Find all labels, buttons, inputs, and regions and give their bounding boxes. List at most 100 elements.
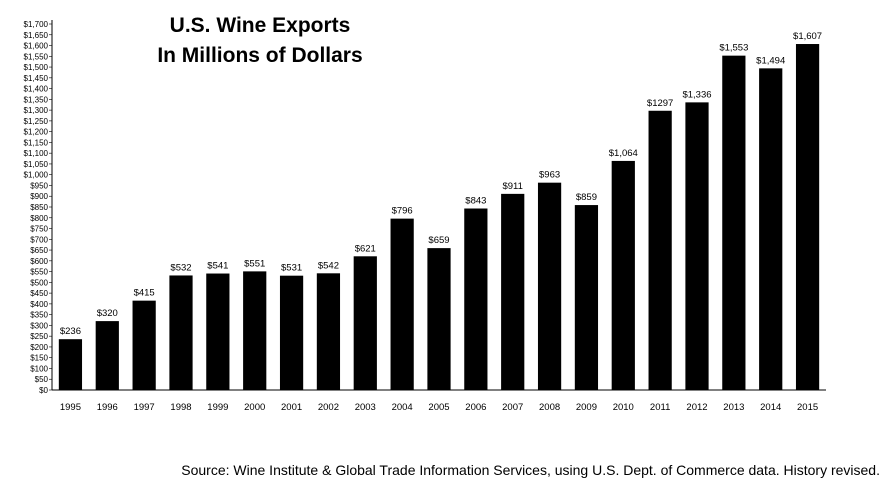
x-tick-label-2000: 2000 xyxy=(244,402,265,413)
bar-2005 xyxy=(427,248,451,390)
y-tick-label: $50 xyxy=(35,375,49,384)
y-tick-label: $1,700 xyxy=(24,20,49,29)
y-tick-label: $100 xyxy=(30,364,48,373)
x-tick-label-1997: 1997 xyxy=(134,402,155,413)
y-tick-label: $850 xyxy=(30,203,48,212)
bar-2009 xyxy=(574,205,599,390)
data-label-2009: $859 xyxy=(576,192,597,203)
y-tick-label: $1,350 xyxy=(24,95,49,104)
y-tick-label: $200 xyxy=(30,343,48,352)
data-label-1999: $541 xyxy=(207,261,228,272)
bar-2003 xyxy=(353,256,377,390)
y-tick-label: $350 xyxy=(30,311,48,320)
x-tick-label-2005: 2005 xyxy=(428,402,449,413)
y-tick-label: $400 xyxy=(30,300,48,309)
bar-2002 xyxy=(316,273,341,390)
bar-2006 xyxy=(464,208,488,390)
y-tick-label: $1,600 xyxy=(24,42,49,51)
source-note: Source: Wine Institute & Global Trade In… xyxy=(181,462,880,478)
data-label-2012: $1,336 xyxy=(682,89,711,100)
data-label-2011: $1297 xyxy=(647,98,673,109)
x-tick-labels: 1995 1996 1997 1998 1999 2000 2001 2002 2003 2004… xyxy=(60,402,818,413)
bar-2013 xyxy=(722,55,746,391)
bar-2011 xyxy=(648,110,672,391)
y-tick-label: $450 xyxy=(30,289,48,298)
y-tick-label: $650 xyxy=(30,246,48,255)
data-label-2004: $796 xyxy=(392,206,413,217)
y-tick-label: $1,200 xyxy=(24,128,49,137)
y-tick-label: $700 xyxy=(30,235,48,244)
x-tick-label-1999: 1999 xyxy=(207,402,228,413)
bar-2012 xyxy=(685,102,709,390)
y-tick-label: $950 xyxy=(30,181,48,190)
bar-1998 xyxy=(169,275,193,390)
data-label-2010: $1,064 xyxy=(609,148,638,159)
data-label-2007: $911 xyxy=(502,181,522,192)
data-label-2003: $621 xyxy=(355,243,376,254)
x-tick-label-2011: 2011 xyxy=(650,402,670,413)
y-tick-label: $1,250 xyxy=(24,117,49,126)
y-tick-label: $800 xyxy=(30,214,48,223)
data-label-2015: $1,607 xyxy=(793,31,822,42)
x-tick-label-2007: 2007 xyxy=(502,402,523,413)
data-label-1997: $415 xyxy=(134,288,155,299)
y-tick-label: $1,000 xyxy=(24,171,49,180)
y-tick-label: $1,100 xyxy=(24,149,49,158)
y-tick-label: $1,050 xyxy=(24,160,49,169)
y-tick-label: $500 xyxy=(30,278,48,287)
y-tick-label: $150 xyxy=(30,354,48,363)
chart-subtitle: In Millions of Dollars xyxy=(157,44,363,67)
data-label-2008: $963 xyxy=(539,170,560,181)
y-tick-label: $1,150 xyxy=(24,138,49,147)
data-label-1995: $236 xyxy=(60,326,81,337)
bar-1999 xyxy=(206,273,230,390)
bar-2015 xyxy=(795,44,820,391)
y-tick-label: $0 xyxy=(39,386,48,395)
bars xyxy=(58,44,820,391)
data-label-1998: $532 xyxy=(170,262,191,273)
data-label-2001: $531 xyxy=(281,263,302,274)
y-tick-label: $250 xyxy=(30,332,48,341)
bar-2000 xyxy=(243,271,267,390)
data-label-2005: $659 xyxy=(428,235,449,246)
data-label-2002: $542 xyxy=(318,260,339,271)
bar-1997 xyxy=(132,300,156,390)
bar-2008 xyxy=(537,182,562,390)
x-tick-label-2002: 2002 xyxy=(318,402,339,413)
x-tick-label-2012: 2012 xyxy=(686,402,707,413)
x-tick-label-1995: 1995 xyxy=(60,402,81,413)
y-tick-label: $1,300 xyxy=(24,106,49,115)
x-tick-label-1998: 1998 xyxy=(170,402,191,413)
bar-1996 xyxy=(95,321,119,390)
bar-2004 xyxy=(390,218,414,390)
x-tick-label-2008: 2008 xyxy=(539,402,560,413)
x-tick-label-2010: 2010 xyxy=(613,402,634,413)
bar-2001 xyxy=(279,275,304,390)
bar-2014 xyxy=(759,68,783,390)
x-tick-label-2009: 2009 xyxy=(576,402,597,413)
x-tick-label-2003: 2003 xyxy=(355,402,376,413)
y-tick-label: $750 xyxy=(30,225,48,234)
y-tick-labels: $0 $50 $100$150 $200 $250 $300$350 $400 $450 $50… xyxy=(24,20,49,395)
chart-title: U.S. Wine Exports xyxy=(169,14,351,37)
x-tick-label-2006: 2006 xyxy=(465,402,486,413)
bar-1995 xyxy=(58,339,83,390)
data-label-2000: $551 xyxy=(244,258,265,269)
bar-2010 xyxy=(611,160,635,390)
x-tick-label-2013: 2013 xyxy=(723,402,744,413)
y-tick-label: $1,450 xyxy=(24,74,49,83)
x-tick-label-2001: 2001 xyxy=(281,402,302,413)
x-tick-label-2015: 2015 xyxy=(797,402,818,413)
y-tick-label: $550 xyxy=(30,268,48,277)
bar-2007 xyxy=(501,193,525,390)
data-label-2006: $843 xyxy=(465,196,486,207)
y-tick-label: $900 xyxy=(30,192,48,201)
y-tick-label: $300 xyxy=(30,321,48,330)
data-label-2014: $1,494 xyxy=(756,55,785,66)
y-tick-label: $600 xyxy=(30,257,48,266)
x-tick-label-1996: 1996 xyxy=(97,402,118,413)
y-tick-label: $1,550 xyxy=(24,52,49,61)
y-tick-label: $1,400 xyxy=(24,85,49,94)
data-label-1996: $320 xyxy=(97,308,118,319)
